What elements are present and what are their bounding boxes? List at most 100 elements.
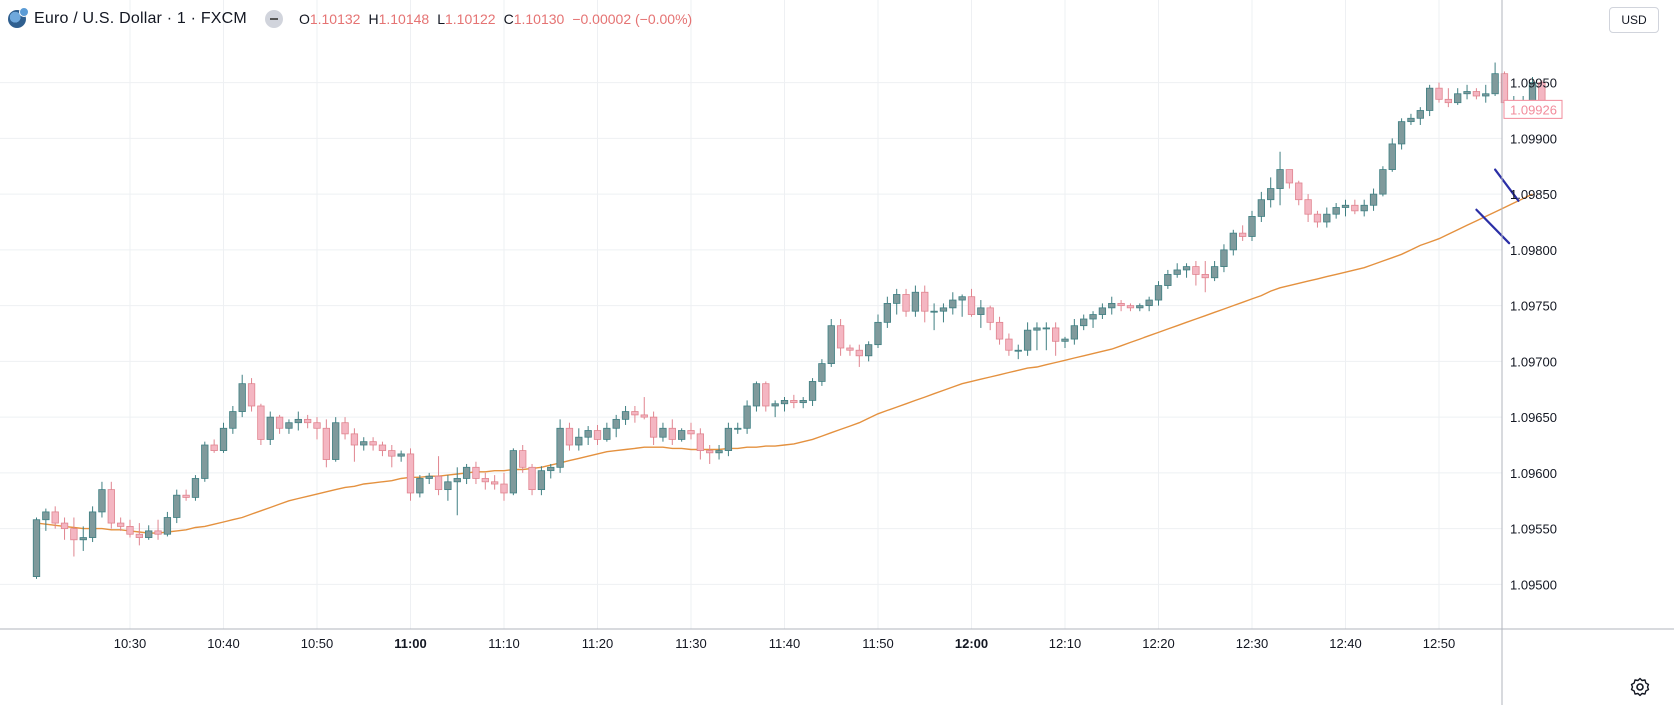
close-key: C	[503, 11, 514, 27]
candle-body	[434, 475, 443, 491]
x-tick-label: 11:40	[769, 636, 801, 651]
candle-body	[621, 411, 630, 420]
candle-body	[1080, 318, 1088, 327]
candle	[1126, 303, 1135, 312]
high-key: H	[368, 11, 379, 27]
candle-body	[1052, 327, 1060, 342]
settings-button[interactable]	[1628, 675, 1652, 699]
candle	[1407, 113, 1415, 125]
candle	[1154, 281, 1163, 306]
candle	[706, 445, 714, 464]
candle-body	[528, 466, 536, 491]
candle	[1117, 300, 1125, 312]
candle-body	[865, 344, 873, 357]
candle	[32, 517, 41, 579]
candle-body	[444, 481, 452, 491]
candle-body	[360, 441, 368, 446]
currency-button[interactable]: USD	[1609, 7, 1659, 33]
x-tick-label: 11:30	[675, 636, 707, 651]
candle	[930, 303, 938, 331]
y-tick-label: 1.09800	[1510, 243, 1557, 258]
candle-body	[678, 430, 686, 440]
candle-body	[911, 291, 920, 312]
candle	[1491, 62, 1499, 96]
candle-body	[565, 427, 574, 446]
candle-body	[1182, 266, 1191, 271]
candle	[416, 475, 424, 498]
candle-body	[266, 416, 274, 440]
candle-body	[790, 400, 798, 404]
candle	[547, 463, 555, 479]
candle-body	[1154, 285, 1163, 301]
candle	[257, 403, 265, 446]
candle-body	[238, 383, 246, 412]
candle-body	[1491, 73, 1499, 95]
candle-body	[322, 427, 331, 460]
candle	[135, 523, 144, 546]
candle-body	[378, 444, 387, 451]
candle-body	[668, 427, 676, 440]
candle-body	[743, 405, 751, 429]
candle-body	[1257, 199, 1265, 217]
candle	[201, 441, 209, 482]
candle	[612, 414, 620, 438]
candle	[154, 519, 162, 540]
candle-body	[1136, 305, 1144, 309]
candle-body	[893, 294, 901, 304]
candle	[1108, 296, 1116, 315]
candle	[107, 481, 115, 529]
candle-body	[780, 400, 789, 405]
candle-body	[1108, 302, 1116, 309]
candle	[219, 422, 228, 453]
candle	[715, 445, 723, 460]
candle-body	[1332, 207, 1340, 215]
candle	[1220, 244, 1228, 273]
candle	[1267, 177, 1275, 208]
candle-body	[1210, 266, 1219, 279]
candle	[995, 316, 1004, 345]
candle-body	[593, 430, 602, 440]
candle	[1005, 333, 1013, 356]
candle-body	[1267, 188, 1275, 201]
candle-body	[210, 444, 218, 451]
candle	[163, 511, 172, 537]
candle	[60, 517, 69, 540]
chart-legend: Euro / U.S. Dollar · 1 · FXCM O1.10132 H…	[8, 7, 692, 30]
candle-body	[1173, 269, 1181, 275]
candle-body	[612, 418, 620, 429]
candle-body	[687, 430, 695, 435]
candle-body	[640, 414, 648, 418]
candle-body	[117, 522, 125, 527]
candle	[341, 417, 349, 440]
annotation-line	[1475, 208, 1511, 245]
symbol-title[interactable]: Euro / U.S. Dollar · 1 · FXCM	[34, 10, 247, 27]
candle-body	[1117, 302, 1125, 307]
candle	[1014, 344, 1022, 360]
candle	[1360, 199, 1368, 217]
x-tick-label: 12:20	[1142, 636, 1175, 651]
candle-body	[313, 422, 321, 429]
candle	[1089, 311, 1097, 328]
candle	[1341, 199, 1350, 217]
candle	[1239, 225, 1247, 241]
candle	[1454, 88, 1462, 105]
candle-body	[70, 528, 78, 541]
candle-body	[369, 441, 377, 446]
candle-body	[275, 416, 284, 429]
candle	[640, 397, 648, 420]
candle-body	[846, 347, 854, 351]
y-tick-label: 1.09700	[1510, 354, 1557, 369]
candle	[1276, 151, 1284, 206]
candle	[1164, 269, 1172, 289]
candle-body	[1313, 213, 1322, 223]
candle-body	[706, 450, 714, 454]
candle	[836, 319, 845, 356]
candle	[88, 506, 97, 543]
candle-body	[836, 325, 845, 349]
candle	[584, 426, 592, 446]
high-value: 1.10148	[378, 11, 430, 27]
collapse-legend-icon[interactable]	[264, 10, 283, 28]
